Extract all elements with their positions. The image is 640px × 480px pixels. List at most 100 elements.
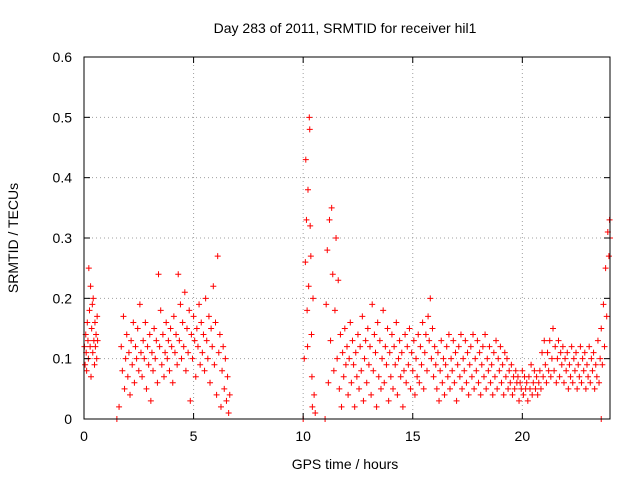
data-point — [175, 271, 182, 278]
y-tick-label: 0.1 — [53, 351, 73, 367]
data-point — [471, 385, 478, 392]
data-point — [546, 337, 553, 344]
data-point — [116, 403, 123, 410]
data-point — [214, 253, 221, 260]
data-point — [503, 355, 510, 362]
data-point — [495, 355, 502, 362]
data-point — [440, 355, 447, 362]
data-point — [421, 349, 428, 356]
x-tick-label: 0 — [80, 428, 88, 444]
data-point — [564, 349, 571, 356]
data-point — [542, 361, 549, 368]
data-point — [360, 397, 367, 404]
data-point — [305, 283, 312, 290]
data-point — [134, 325, 141, 332]
data-point — [415, 331, 422, 338]
data-point — [537, 385, 544, 392]
y-tick-label: 0.6 — [53, 49, 73, 65]
data-point — [582, 385, 589, 392]
data-point — [570, 355, 577, 362]
data-point — [325, 379, 332, 386]
data-point — [181, 289, 188, 296]
data-point — [407, 385, 414, 392]
data-point — [587, 379, 594, 386]
data-point — [447, 385, 454, 392]
data-point — [426, 337, 433, 344]
data-point — [601, 343, 608, 350]
data-point — [330, 367, 337, 374]
data-point — [328, 204, 335, 211]
data-point — [302, 259, 309, 266]
data-point — [165, 337, 172, 344]
data-point — [125, 349, 132, 356]
x-tick-label: 10 — [295, 428, 311, 444]
data-point — [308, 331, 315, 338]
data-point — [472, 355, 479, 362]
data-point — [596, 379, 603, 386]
data-point — [404, 343, 411, 350]
data-point — [327, 337, 334, 344]
data-point — [90, 295, 97, 302]
data-point — [432, 361, 439, 368]
data-point — [371, 331, 378, 338]
data-point — [145, 361, 152, 368]
data-point — [408, 349, 415, 356]
data-point — [85, 265, 92, 272]
data-point — [208, 325, 215, 332]
data-point — [462, 337, 469, 344]
data-point — [304, 307, 311, 314]
data-point — [399, 403, 406, 410]
data-point — [340, 373, 347, 380]
data-point — [419, 319, 426, 326]
data-point — [226, 391, 233, 398]
data-point — [136, 301, 143, 308]
x-tick-label: 5 — [190, 428, 198, 444]
data-point — [304, 343, 311, 350]
data-point — [223, 397, 230, 404]
data-point — [306, 114, 313, 121]
data-point — [369, 301, 376, 308]
data-point — [422, 331, 429, 338]
data-point — [94, 337, 101, 344]
data-point — [455, 343, 462, 350]
data-point — [555, 337, 562, 344]
data-point — [310, 295, 317, 302]
data-point — [566, 361, 573, 368]
data-point — [337, 331, 344, 338]
data-point — [449, 367, 456, 374]
data-point — [359, 313, 366, 320]
data-point — [213, 391, 220, 398]
data-point — [124, 373, 131, 380]
ticks-layer: 0 5 10 15 20 0 0.1 0.2 0.3 0.4 0.5 0.6 — [53, 49, 610, 444]
data-point — [146, 331, 153, 338]
data-point — [312, 409, 319, 416]
data-point — [468, 373, 475, 380]
data-point — [87, 343, 94, 350]
data-point — [502, 373, 509, 380]
data-point — [473, 367, 480, 374]
data-point — [548, 355, 555, 362]
data-point — [496, 367, 503, 374]
data-point — [485, 367, 492, 374]
data-point — [525, 373, 532, 380]
data-point — [466, 361, 473, 368]
data-point — [174, 361, 181, 368]
data-point — [347, 319, 354, 326]
data-point — [363, 379, 370, 386]
data-point — [179, 319, 186, 326]
data-point — [141, 355, 148, 362]
data-point — [479, 343, 486, 350]
y-axis-label: SRMTID / TECUs — [5, 183, 21, 293]
data-point — [545, 367, 552, 374]
data-point — [409, 367, 416, 374]
data-point — [569, 379, 576, 386]
data-point — [386, 349, 393, 356]
data-point — [583, 361, 590, 368]
data-point — [349, 337, 356, 344]
data-point — [171, 349, 178, 356]
data-point — [480, 373, 487, 380]
data-point — [427, 295, 434, 302]
data-point — [453, 397, 460, 404]
data-point — [437, 367, 444, 374]
y-tick-label: 0.4 — [53, 170, 73, 186]
